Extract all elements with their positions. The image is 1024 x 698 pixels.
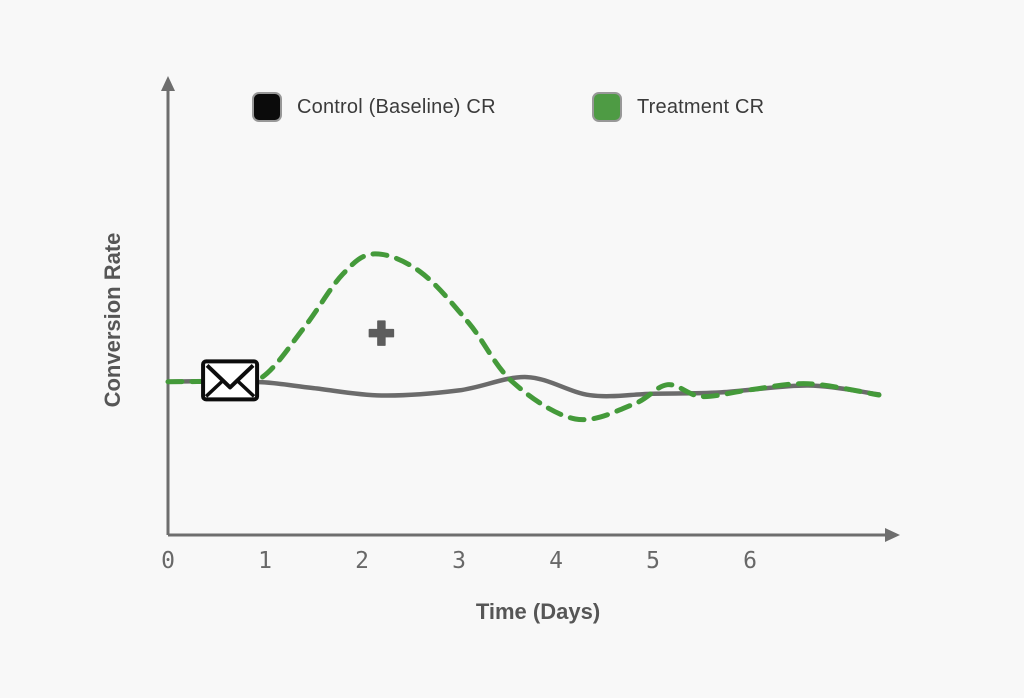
- plus-icon: [368, 320, 395, 346]
- x-tick-label: 6: [743, 548, 757, 574]
- x-tick-label: 5: [646, 548, 660, 574]
- envelope-icon-part: [204, 380, 224, 398]
- control-swatch-icon: [252, 92, 282, 122]
- x-tick-label: 2: [355, 548, 369, 574]
- treatment-line: [165, 251, 882, 423]
- envelope-icon: [201, 359, 260, 402]
- x-axis-arrow-icon: [885, 528, 900, 542]
- envelope-icon-part: [236, 380, 256, 398]
- legend-item-control: Control (Baseline) CR: [252, 92, 496, 122]
- x-axis-title: Time (Days): [475, 599, 601, 624]
- y-axis-arrow-icon: [161, 76, 175, 91]
- x-tick-label: 4: [549, 548, 563, 574]
- legend-label-treatment: Treatment CR: [637, 95, 765, 118]
- x-tick-label: 0: [161, 548, 175, 574]
- x-tick-label: 3: [452, 548, 466, 574]
- treatment-swatch-icon: [592, 92, 622, 122]
- legend-label-control: Control (Baseline) CR: [297, 95, 496, 118]
- envelope-icon-part: [201, 359, 260, 402]
- y-axis-title: Conversion Rate: [100, 232, 125, 408]
- legend-item-treatment: Treatment CR: [592, 92, 764, 122]
- x-tick-label: 1: [258, 548, 272, 574]
- envelope-icon-part: [205, 363, 255, 390]
